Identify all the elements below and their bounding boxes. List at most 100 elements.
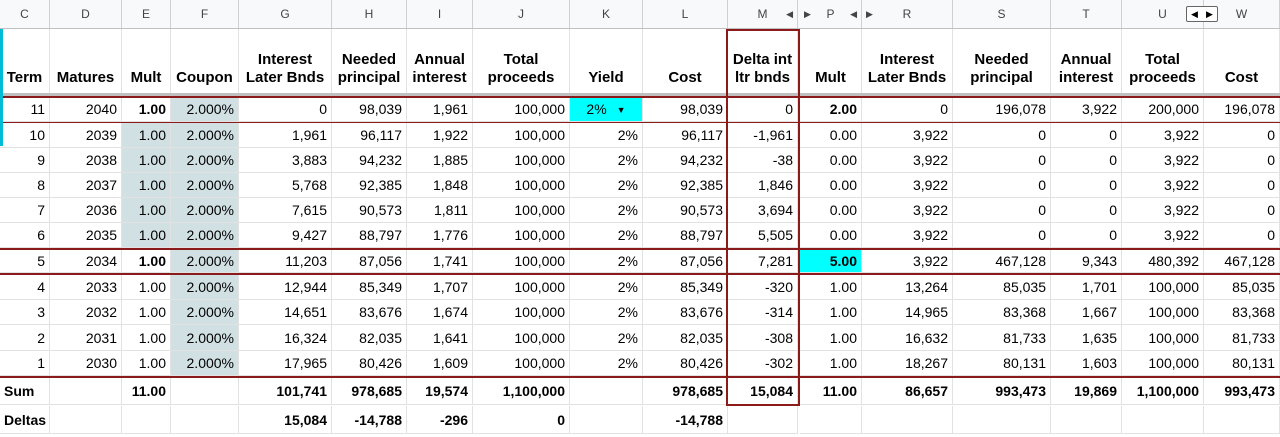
cell-yield[interactable]: 2%	[570, 325, 643, 351]
cell-total-proceeds2[interactable]: 3,922	[1122, 173, 1204, 198]
cell-interest-later2[interactable]: 16,632	[862, 325, 953, 351]
cell-needed-principal2[interactable]: 0	[953, 173, 1051, 198]
cell-cost[interactable]: 88,797	[643, 223, 728, 248]
cell-total-proceeds[interactable]: 100,000	[473, 173, 570, 198]
cell-needed-principal[interactable]: 88,797	[332, 223, 407, 248]
cell-total-proceeds[interactable]: 100,000	[473, 351, 570, 376]
cell-interest-later[interactable]: 16,324	[239, 325, 332, 351]
cell-matures[interactable]: 2031	[50, 325, 122, 351]
cell-mult[interactable]: 1.00	[122, 325, 171, 351]
column-letter-needed-principal[interactable]: H	[332, 0, 407, 28]
cell-annual-interest2[interactable]: 1,635	[1051, 325, 1122, 351]
header-needed-principal2[interactable]: Needed principal	[953, 29, 1051, 96]
cell-mult2[interactable]: 1.00	[800, 300, 862, 325]
cell-coupon[interactable]	[171, 378, 239, 405]
cell-annual-interest[interactable]: 1,811	[407, 198, 473, 223]
cell-annual-interest2[interactable]: 0	[1051, 148, 1122, 173]
cell-annual-interest[interactable]: 1,885	[407, 148, 473, 173]
cell-cost2[interactable]: 85,035	[1204, 274, 1280, 300]
cell-needed-principal[interactable]: 85,349	[332, 274, 407, 300]
header-yield[interactable]: Yield	[570, 29, 643, 96]
cell-interest-later[interactable]: 7,615	[239, 198, 332, 223]
cell-total-proceeds2[interactable]: 100,000	[1122, 300, 1204, 325]
cell-needed-principal2[interactable]: 0	[953, 148, 1051, 173]
cell-term[interactable]: 1	[0, 351, 50, 376]
cell-yield[interactable]: 2%	[570, 148, 643, 173]
cell-yield[interactable]: 2% ▼	[570, 97, 643, 122]
expand-right-icon[interactable]: ▶	[866, 9, 873, 19]
cell-interest-later[interactable]: 0	[239, 97, 332, 122]
cell-annual-interest[interactable]: 1,741	[407, 249, 473, 273]
nav-right-icon[interactable]: ▶	[1206, 8, 1213, 19]
cell-cost[interactable]: -14,788	[643, 406, 728, 434]
cell-cost2[interactable]: 0	[1204, 148, 1280, 173]
cell-coupon[interactable]: 2.000%	[171, 351, 239, 376]
cell-annual-interest[interactable]: 1,707	[407, 274, 473, 300]
cell-coupon[interactable]: 2.000%	[171, 148, 239, 173]
cell-interest-later2[interactable]: 86,657	[862, 378, 953, 405]
cell-annual-interest[interactable]: -296	[407, 406, 473, 434]
cell-cost2[interactable]: 83,368	[1204, 300, 1280, 325]
cell-annual-interest2[interactable]: 0	[1051, 198, 1122, 223]
column-letter-coupon[interactable]: F	[171, 0, 239, 28]
cell-needed-principal2[interactable]: 0	[953, 123, 1051, 148]
cell-mult[interactable]: 1.00	[122, 173, 171, 198]
cell-delta-int[interactable]: -38	[728, 148, 798, 173]
cell-interest-later[interactable]: 5,768	[239, 173, 332, 198]
cell-mult2[interactable]	[800, 406, 862, 434]
cell-term[interactable]: 4	[0, 274, 50, 300]
cell-mult[interactable]	[122, 406, 171, 434]
cell-cost2[interactable]: 0	[1204, 123, 1280, 148]
cell-cost[interactable]: 94,232	[643, 148, 728, 173]
cell-needed-principal2[interactable]: 467,128	[953, 249, 1051, 273]
cell-mult[interactable]: 1.00	[122, 351, 171, 376]
cell-mult2[interactable]: 0.00	[800, 148, 862, 173]
cell-cost2[interactable]: 993,473	[1204, 378, 1280, 405]
cell-coupon[interactable]: 2.000%	[171, 173, 239, 198]
cell-delta-int[interactable]: 15,084	[728, 378, 798, 405]
cell-yield[interactable]	[570, 378, 643, 405]
cell-yield[interactable]: 2%	[570, 249, 643, 273]
cell-delta-int[interactable]	[728, 406, 798, 434]
cell-yield[interactable]: 2%	[570, 300, 643, 325]
cell-delta-int[interactable]: -1,961	[728, 123, 798, 148]
cell-needed-principal2[interactable]: 0	[953, 223, 1051, 248]
cell-interest-later[interactable]: 3,883	[239, 148, 332, 173]
cell-cost2[interactable]: 80,131	[1204, 351, 1280, 376]
cell-annual-interest[interactable]: 19,574	[407, 378, 473, 405]
cell-delta-int[interactable]: -302	[728, 351, 798, 376]
column-letter-annual-interest[interactable]: I	[407, 0, 473, 28]
cell-annual-interest[interactable]: 1,674	[407, 300, 473, 325]
cell-total-proceeds[interactable]: 100,000	[473, 123, 570, 148]
cell-mult[interactable]: 1.00	[122, 249, 171, 273]
header-annual-interest2[interactable]: Annual interest	[1051, 29, 1122, 96]
cell-cost2[interactable]: 467,128	[1204, 249, 1280, 273]
cell-delta-int[interactable]: -308	[728, 325, 798, 351]
header-matures[interactable]: Matures	[50, 29, 122, 96]
cell-mult[interactable]: 1.00	[122, 148, 171, 173]
column-letter-cost[interactable]: L	[643, 0, 728, 28]
header-coupon[interactable]: Coupon	[171, 29, 239, 96]
cell-mult2[interactable]: 0.00	[800, 173, 862, 198]
cell-needed-principal2[interactable]: 0	[953, 198, 1051, 223]
cell-total-proceeds[interactable]: 100,000	[473, 274, 570, 300]
cell-interest-later2[interactable]: 3,922	[862, 223, 953, 248]
cell-interest-later2[interactable]: 3,922	[862, 249, 953, 273]
cell-coupon[interactable]	[171, 406, 239, 434]
cell-total-proceeds2[interactable]: 3,922	[1122, 148, 1204, 173]
cell-cost2[interactable]: 81,733	[1204, 325, 1280, 351]
header-total-proceeds2[interactable]: Total proceeds	[1122, 29, 1204, 96]
column-letter-annual-interest2[interactable]: T	[1051, 0, 1122, 28]
cell-coupon[interactable]: 2.000%	[171, 198, 239, 223]
cell-coupon[interactable]: 2.000%	[171, 325, 239, 351]
cell-total-proceeds2[interactable]: 1,100,000	[1122, 378, 1204, 405]
cell-needed-principal[interactable]: 92,385	[332, 173, 407, 198]
cell-interest-later[interactable]: 14,651	[239, 300, 332, 325]
cell-matures[interactable]	[50, 378, 122, 405]
header-needed-principal[interactable]: Needed principal	[332, 29, 407, 96]
cell-term[interactable]: 6	[0, 223, 50, 248]
cell-total-proceeds[interactable]: 100,000	[473, 97, 570, 122]
cell-coupon[interactable]: 2.000%	[171, 97, 239, 122]
column-letter-matures[interactable]: D	[50, 0, 122, 28]
cell-total-proceeds2[interactable]: 100,000	[1122, 325, 1204, 351]
